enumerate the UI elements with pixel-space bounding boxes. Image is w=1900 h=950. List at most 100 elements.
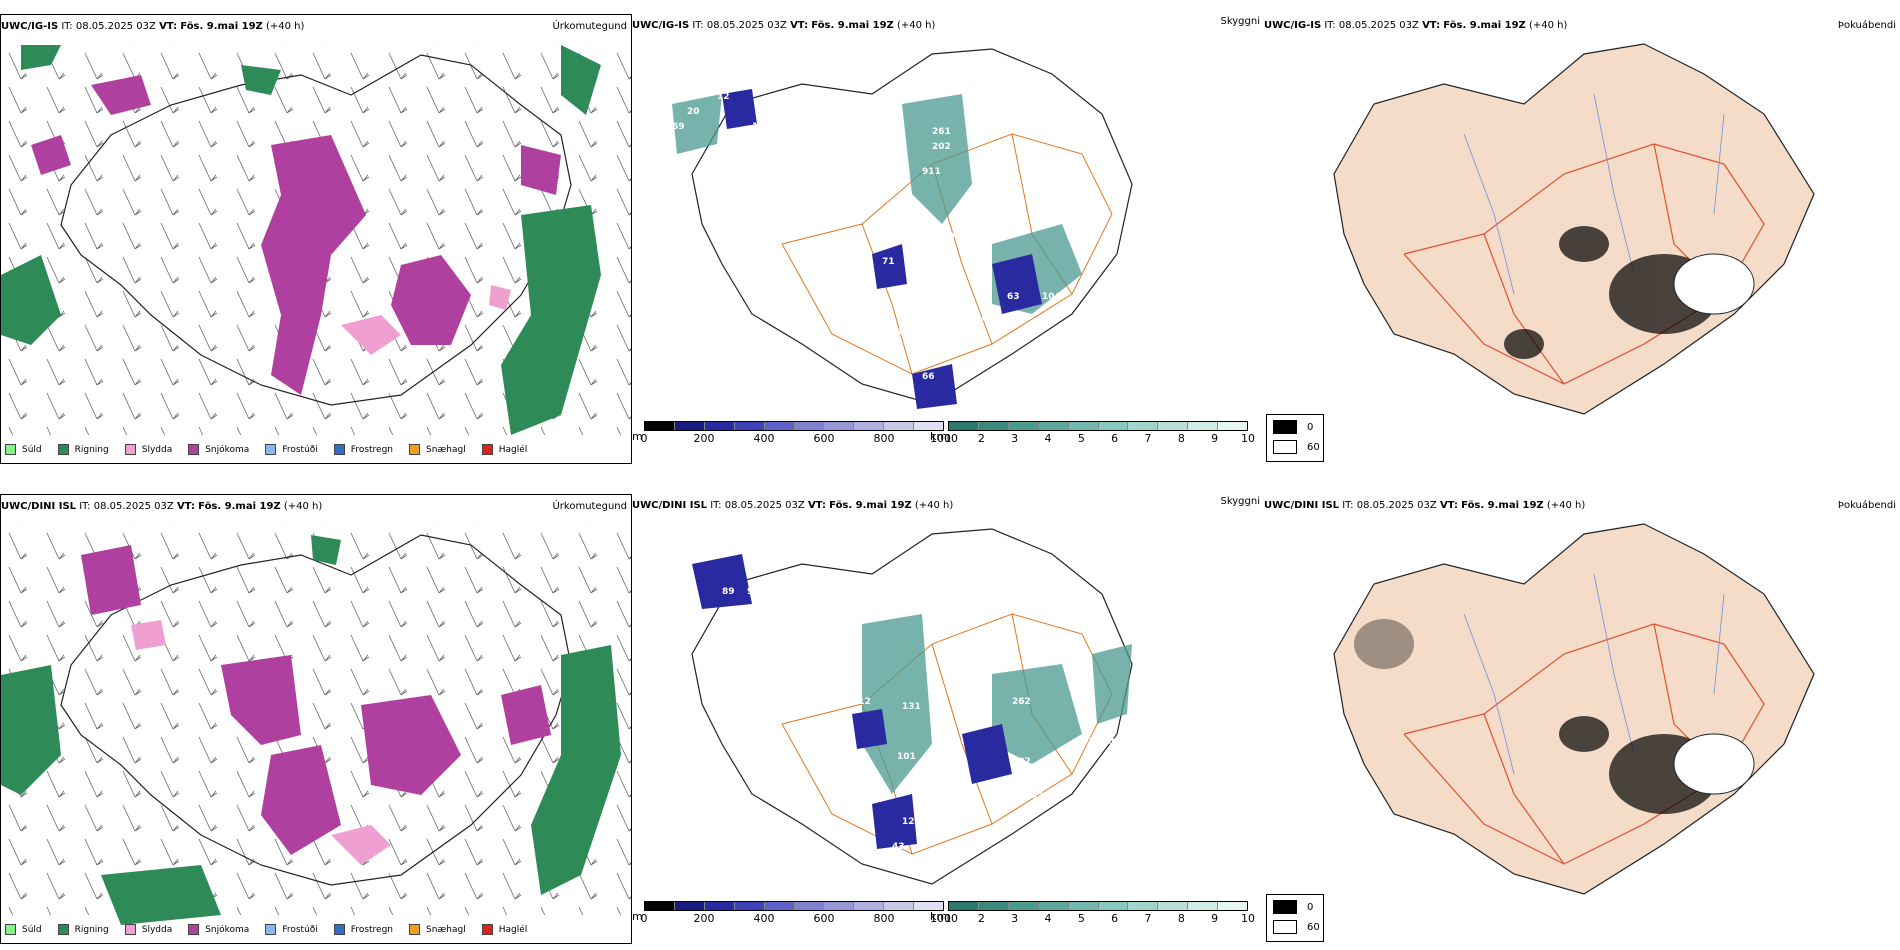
legend-swatch — [1273, 900, 1297, 914]
ceiling-value-label: 13 — [752, 687, 765, 697]
colorbar-segment — [884, 422, 915, 430]
legend-swatch — [5, 924, 16, 935]
colorbar-segment — [1188, 902, 1219, 910]
ceiling-value-label: 20 — [687, 107, 700, 117]
fog-legend: 0 60 — [1266, 894, 1324, 942]
colorbar-tick: 1 — [944, 432, 952, 445]
colorbar-segment — [949, 902, 979, 910]
cloud-visibility-panel-1: UWC/IG-IS IT: 08.05.2025 03Z VT: Fös. 9.… — [632, 14, 1264, 464]
legend-item: Snæhagl — [409, 444, 466, 455]
ceiling-value-label: 108 — [762, 637, 781, 647]
ceiling-value-label: 43 — [892, 842, 905, 852]
precip-type-panel-2: UWC/DINI ISL IT: 08.05.2025 03Z VT: Fös.… — [0, 494, 632, 944]
colorbar-tick: 5 — [1077, 912, 1085, 925]
colorbar-tick: 1000 — [930, 912, 958, 925]
colorbar-tick: 800 — [873, 432, 895, 445]
fog-legend: 0 60 — [1266, 414, 1324, 462]
ceiling-value-label: 51 — [1082, 737, 1095, 747]
ceiling-value-label: 99 — [877, 302, 890, 312]
ceiling-value-label: 66 — [922, 372, 935, 382]
fog-legend-item: 0 — [1273, 900, 1313, 914]
colorbar-tick: 10 — [1241, 432, 1255, 445]
legend-swatch — [333, 924, 345, 935]
ceiling-value-label: 50 — [782, 102, 795, 112]
colorbar-segment — [1038, 422, 1069, 430]
ceiling-value-label: 92 — [747, 587, 760, 597]
colorbar-tick: 2 — [977, 912, 985, 925]
ceiling-value-label: 63 — [732, 687, 745, 697]
colorbar-segment — [645, 902, 675, 910]
colorbar-unit: m — [632, 910, 643, 923]
colorbar-segment — [645, 422, 675, 430]
legend-swatch — [1273, 920, 1297, 934]
ceiling-value-label: 125 — [772, 622, 791, 632]
legend-swatch — [409, 924, 421, 935]
colorbar-unit: km — [930, 430, 948, 443]
colorbar-tick: 8 — [1177, 432, 1185, 445]
panel-kind-title: Þokuábendi — [1837, 20, 1896, 31]
legend-item: Rigning — [57, 924, 109, 935]
colorbar-tick: 200 — [693, 432, 715, 445]
ceiling-value-label: 262 — [1012, 697, 1031, 707]
colorbar-tick: 8 — [1177, 912, 1185, 925]
ceiling-value-label: 63 — [1007, 292, 1020, 302]
fog-legend-item: 60 — [1273, 440, 1320, 454]
panel-title: UWC/DINI ISL IT: 08.05.2025 03Z VT: Fös.… — [1264, 500, 1586, 511]
colorbar-segment — [1008, 422, 1039, 430]
legend-swatch — [481, 444, 493, 455]
ceiling-value-label: 34 — [897, 867, 910, 877]
ceiling-value-label: 71 — [882, 257, 895, 267]
fog-map — [1333, 523, 1815, 895]
legend-item: Haglél — [481, 924, 527, 935]
ceiling-value-label: 125 — [1032, 792, 1051, 802]
colorbar-segment — [949, 422, 979, 430]
ceiling-value-label: 101 — [897, 752, 916, 762]
iceland-outline — [60, 534, 572, 886]
legend-item: Rigning — [57, 444, 109, 455]
colorbar-segment — [704, 902, 735, 910]
colorbar-tick: 400 — [753, 912, 775, 925]
low-visibility-areas — [672, 94, 1082, 314]
colorbar-segment — [734, 902, 765, 910]
legend-item: Frostúði — [265, 444, 318, 455]
colorbar-tick: 3 — [1011, 432, 1019, 445]
colorbar-segment — [1128, 422, 1159, 430]
ceiling-value-label: 148 — [752, 122, 771, 132]
colorbar-tick: 400 — [753, 432, 775, 445]
legend-swatch — [265, 924, 277, 935]
colorbar-segment — [1038, 902, 1069, 910]
legend-item: Slydda — [124, 444, 172, 455]
colorbar-tick: 1000 — [930, 432, 958, 445]
ceiling-value-label: 98 — [1102, 737, 1115, 747]
panel-title: UWC/IG-IS IT: 08.05.2025 03Z VT: Fös. 9.… — [632, 20, 936, 31]
ceiling-value-label: 74 — [927, 872, 940, 882]
ceiling-value-label: 69 — [672, 122, 685, 132]
colorbar-tick: 7 — [1144, 432, 1152, 445]
colorbar-tick: 10 — [1241, 912, 1255, 925]
iceland-outline — [691, 528, 1133, 885]
ceiling-value-label: 261 — [932, 127, 951, 137]
panel-kind-title: Þokuábendi — [1837, 500, 1896, 511]
snow-areas — [81, 545, 551, 855]
precip-legend: Súld Rigning Slydda Snjókoma Frostúði Fr… — [5, 444, 527, 455]
ceiling-value-label: 203 — [942, 232, 961, 242]
colorbar-tick: 3 — [1011, 912, 1019, 925]
colorbar-segment — [674, 902, 705, 910]
colorbar-segment — [764, 422, 795, 430]
colorbar-unit: km — [930, 910, 948, 923]
panel-kind-title: Úrkomutegund — [552, 21, 627, 32]
legend-swatch — [265, 444, 277, 455]
colorbar-segment — [854, 902, 885, 910]
ceiling-value-label: 102 — [1012, 757, 1031, 767]
colorbar-tick: 2 — [977, 432, 985, 445]
colorbar-segment — [1008, 902, 1039, 910]
rain-areas — [1, 45, 601, 435]
colorbar-segment — [1158, 422, 1189, 430]
colorbar-tick: 9 — [1211, 432, 1219, 445]
colorbar-tick: 9 — [1211, 912, 1219, 925]
colorbar-segment — [1098, 902, 1129, 910]
fog-map — [1333, 43, 1815, 415]
low-visibility-areas — [862, 614, 1132, 794]
legend-item: Frostúði — [265, 924, 318, 935]
